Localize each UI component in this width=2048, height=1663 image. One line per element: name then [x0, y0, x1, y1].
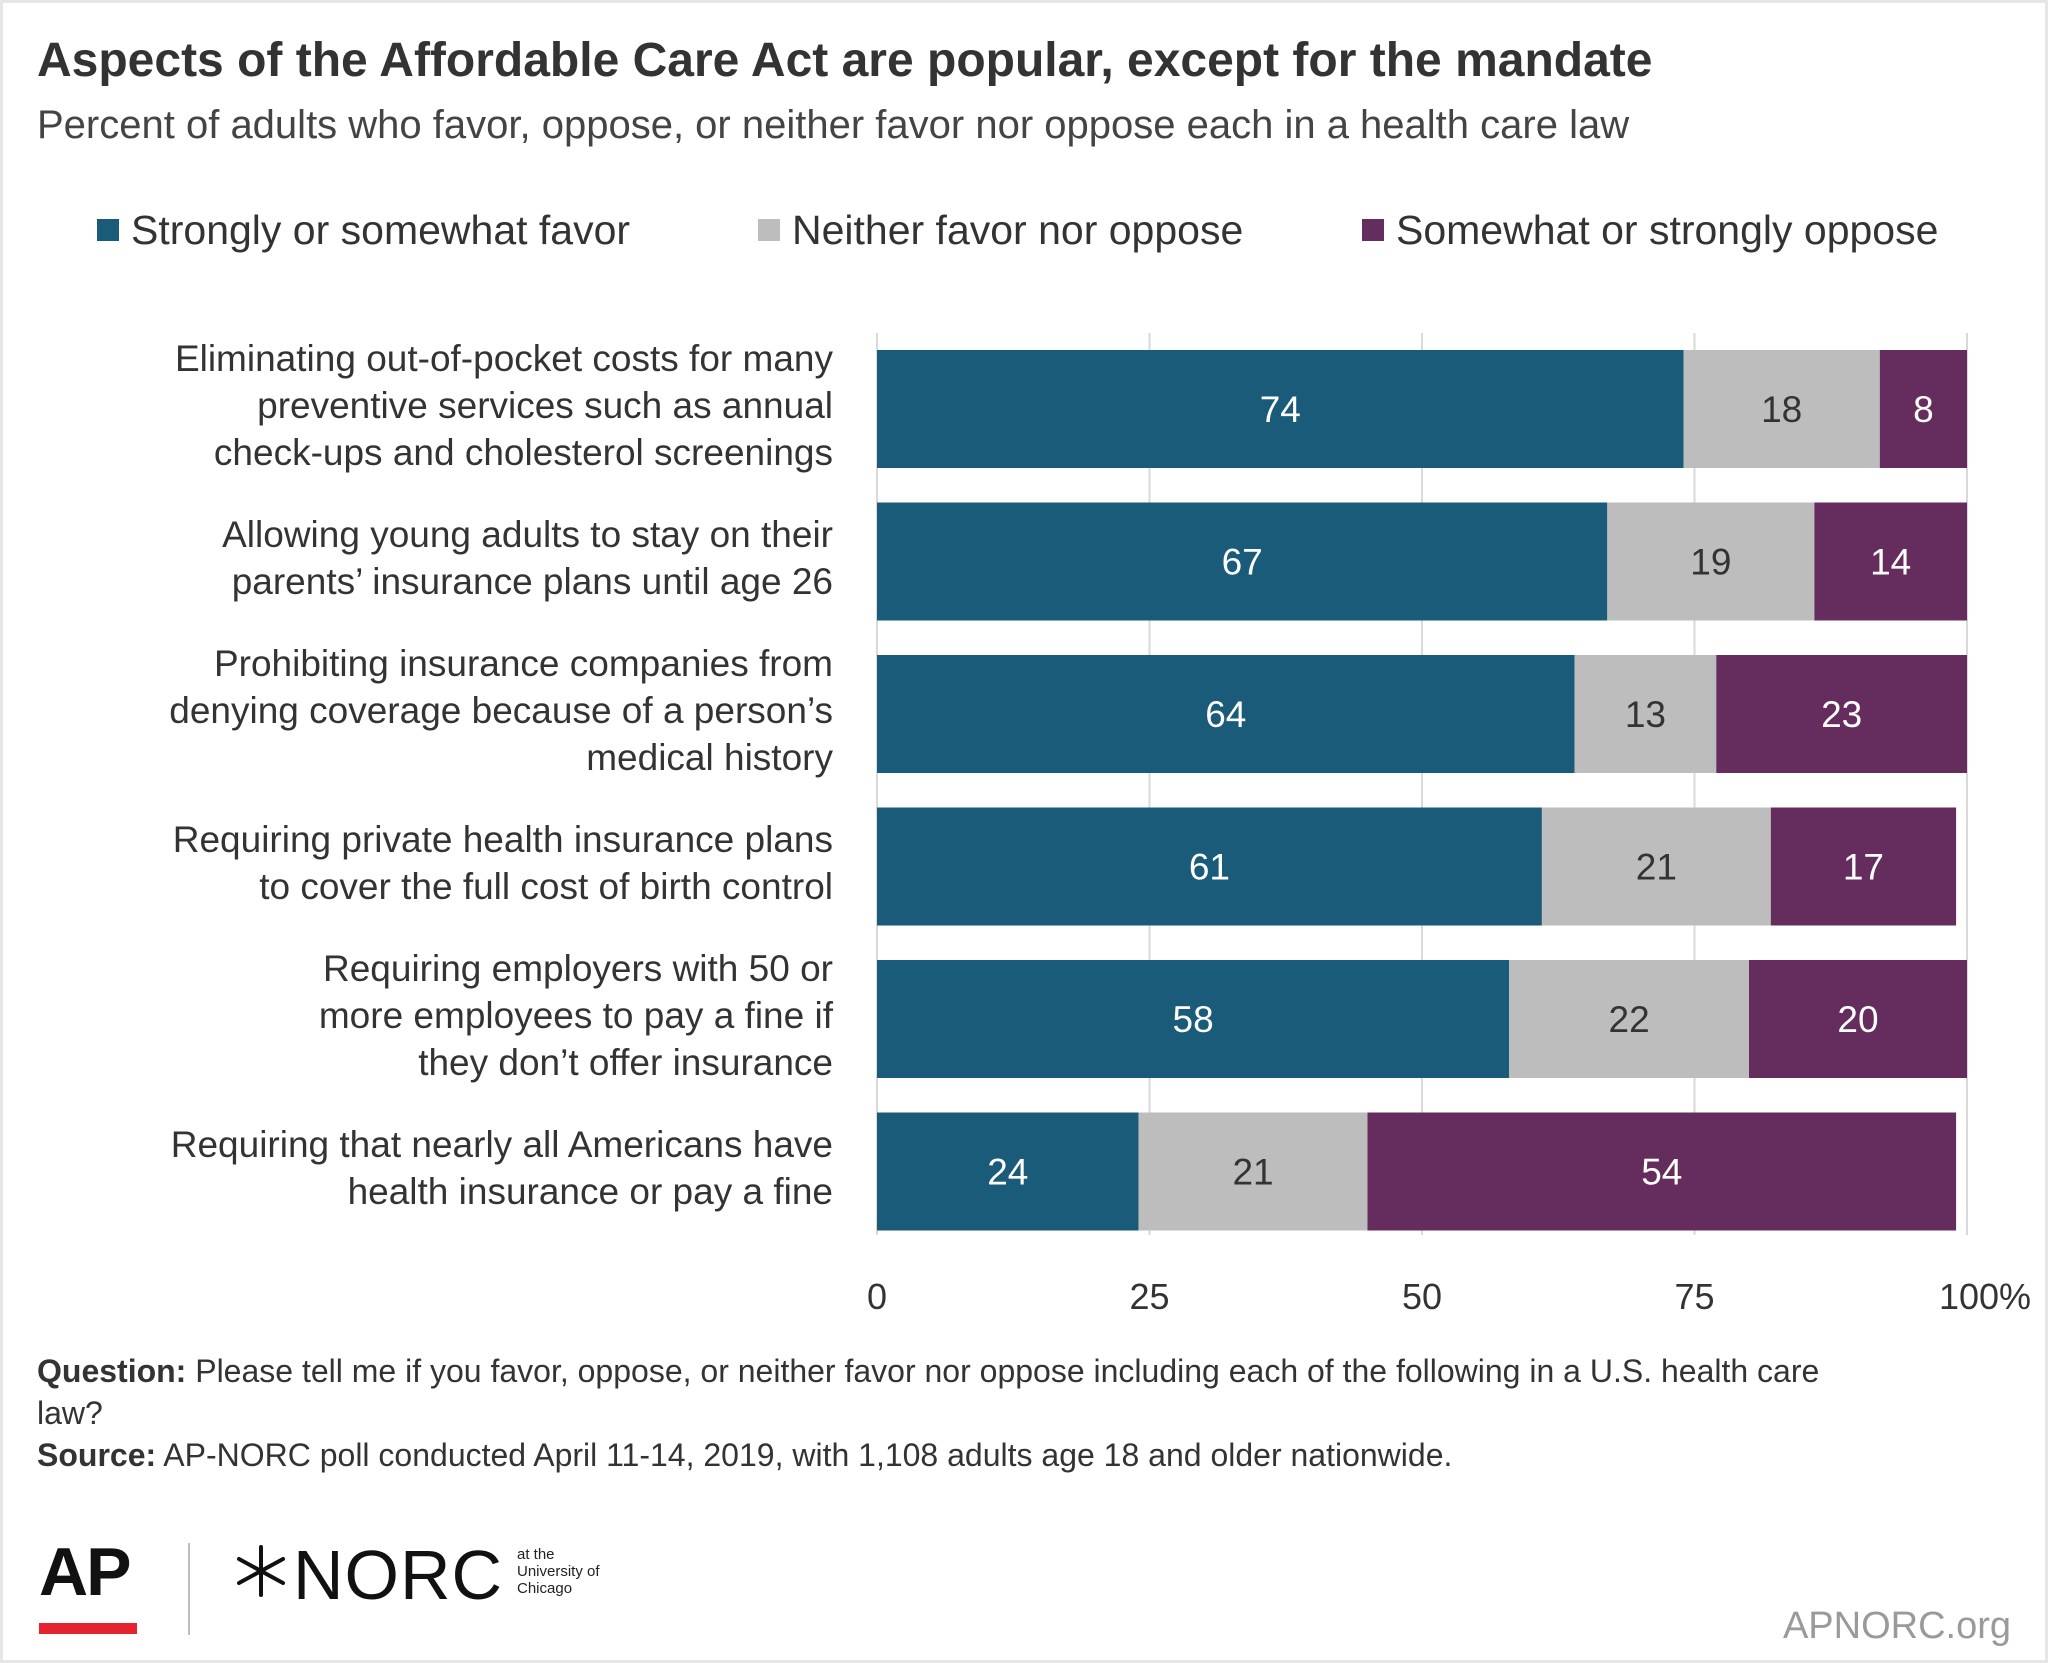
bar-3-series-0	[877, 807, 1542, 926]
data-label-5-series-1: 21	[1232, 1152, 1273, 1193]
legend-label-oppose: Somewhat or strongly oppose	[1396, 206, 1939, 253]
bar-5-series-2	[1367, 1112, 1957, 1231]
chart-title: Aspects of the Affordable Care Act are p…	[37, 34, 1653, 87]
legend-item-oppose: Somewhat or strongly oppose	[1362, 205, 1938, 255]
bar-1-series-1	[1607, 502, 1815, 621]
legend-item-favor: Strongly or somewhat favor	[97, 205, 630, 255]
data-label-3-series-1: 21	[1636, 847, 1677, 888]
bar-3-series-2	[1770, 807, 1957, 926]
bar-2-series-0	[877, 655, 1575, 773]
data-label-4-series-0: 58	[1173, 999, 1214, 1040]
source-note: Source: AP-NORC poll conducted April 11-…	[37, 1434, 1452, 1476]
bar-0-series-1	[1683, 350, 1880, 468]
x-tick-label-2: 50	[1402, 1276, 1442, 1317]
x-tick-label-3: 75	[1674, 1276, 1714, 1317]
category-label-1: Allowing young adults to stay on their p…	[222, 513, 833, 602]
legend-item-neither: Neither favor nor oppose	[758, 205, 1243, 255]
data-label-3-series-0: 61	[1189, 847, 1230, 888]
question-note: Question: Please tell me if you favor, o…	[37, 1350, 1877, 1434]
bar-1-series-2	[1814, 502, 1967, 621]
ap-logo: AP	[39, 1534, 131, 1610]
bar-4-series-0	[877, 960, 1510, 1078]
x-tick-label-4: 100%	[1939, 1276, 2031, 1317]
chart-subtitle: Percent of adults who favor, oppose, or …	[37, 103, 1630, 147]
data-label-0-series-0: 74	[1260, 389, 1301, 430]
category-label-3: Requiring private health insurance plans…	[172, 818, 833, 907]
bar-0-series-0	[877, 350, 1684, 468]
question-text: Please tell me if you favor, oppose, or …	[37, 1353, 1820, 1431]
bar-5-series-1	[1138, 1112, 1368, 1231]
data-label-1-series-1: 19	[1690, 542, 1731, 583]
legend-label-neither: Neither favor nor oppose	[792, 206, 1244, 253]
source-text: AP-NORC poll conducted April 11-14, 2019…	[156, 1437, 1453, 1473]
bar-1-series-0	[877, 502, 1608, 621]
data-label-5-series-2: 54	[1641, 1152, 1682, 1193]
bar-4-series-1	[1509, 960, 1749, 1078]
legend-label-favor: Strongly or somewhat favor	[131, 206, 631, 253]
source-label: Source:	[37, 1437, 157, 1473]
data-label-2-series-2: 23	[1821, 694, 1862, 735]
data-label-5-series-0: 24	[987, 1152, 1028, 1193]
bar-5-series-0	[877, 1112, 1139, 1231]
category-label-5: Requiring that nearly all Americans have…	[170, 1123, 833, 1212]
data-label-2-series-1: 13	[1625, 694, 1666, 735]
ap-logo-underline	[39, 1623, 137, 1634]
bar-0-series-2	[1879, 350, 1967, 468]
legend-swatch-neither	[758, 219, 780, 241]
question-label: Question:	[37, 1353, 187, 1389]
legend-swatch-favor	[97, 219, 119, 241]
norc-logo-subtext: at the University of Chicago	[517, 1546, 600, 1597]
logo-divider	[188, 1543, 190, 1635]
category-label-4: Requiring employers with 50 or more empl…	[318, 947, 833, 1083]
data-label-2-series-0: 64	[1205, 694, 1246, 735]
data-label-3-series-2: 17	[1843, 847, 1884, 888]
legend-swatch-oppose	[1362, 219, 1384, 241]
category-label-2: Prohibiting insurance companies from den…	[169, 642, 833, 778]
bar-2-series-1	[1574, 655, 1717, 773]
bar-chart-plot: 74 18 8 67 19 14 64 13 23 61 21 17 58 22 20 24 21 54 0 25 50…	[867, 333, 2031, 1317]
data-label-0-series-2: 8	[1913, 389, 1934, 430]
data-label-4-series-2: 20	[1837, 999, 1878, 1040]
x-tick-label-0: 0	[867, 1276, 887, 1317]
norc-star-icon	[237, 1545, 285, 1597]
bar-3-series-1	[1541, 807, 1771, 926]
data-label-1-series-0: 67	[1222, 542, 1263, 583]
site-url: APNORC.org	[1782, 1605, 2011, 1647]
data-label-1-series-2: 14	[1870, 542, 1911, 583]
data-label-0-series-1: 18	[1761, 389, 1802, 430]
data-label-4-series-1: 22	[1609, 999, 1650, 1040]
x-tick-label-1: 25	[1129, 1276, 1169, 1317]
bar-4-series-2	[1749, 960, 1967, 1078]
norc-logo: NORC	[293, 1536, 504, 1614]
bar-2-series-2	[1716, 655, 1967, 773]
category-label-0: Eliminating out-of-pocket costs for many…	[174, 337, 833, 473]
